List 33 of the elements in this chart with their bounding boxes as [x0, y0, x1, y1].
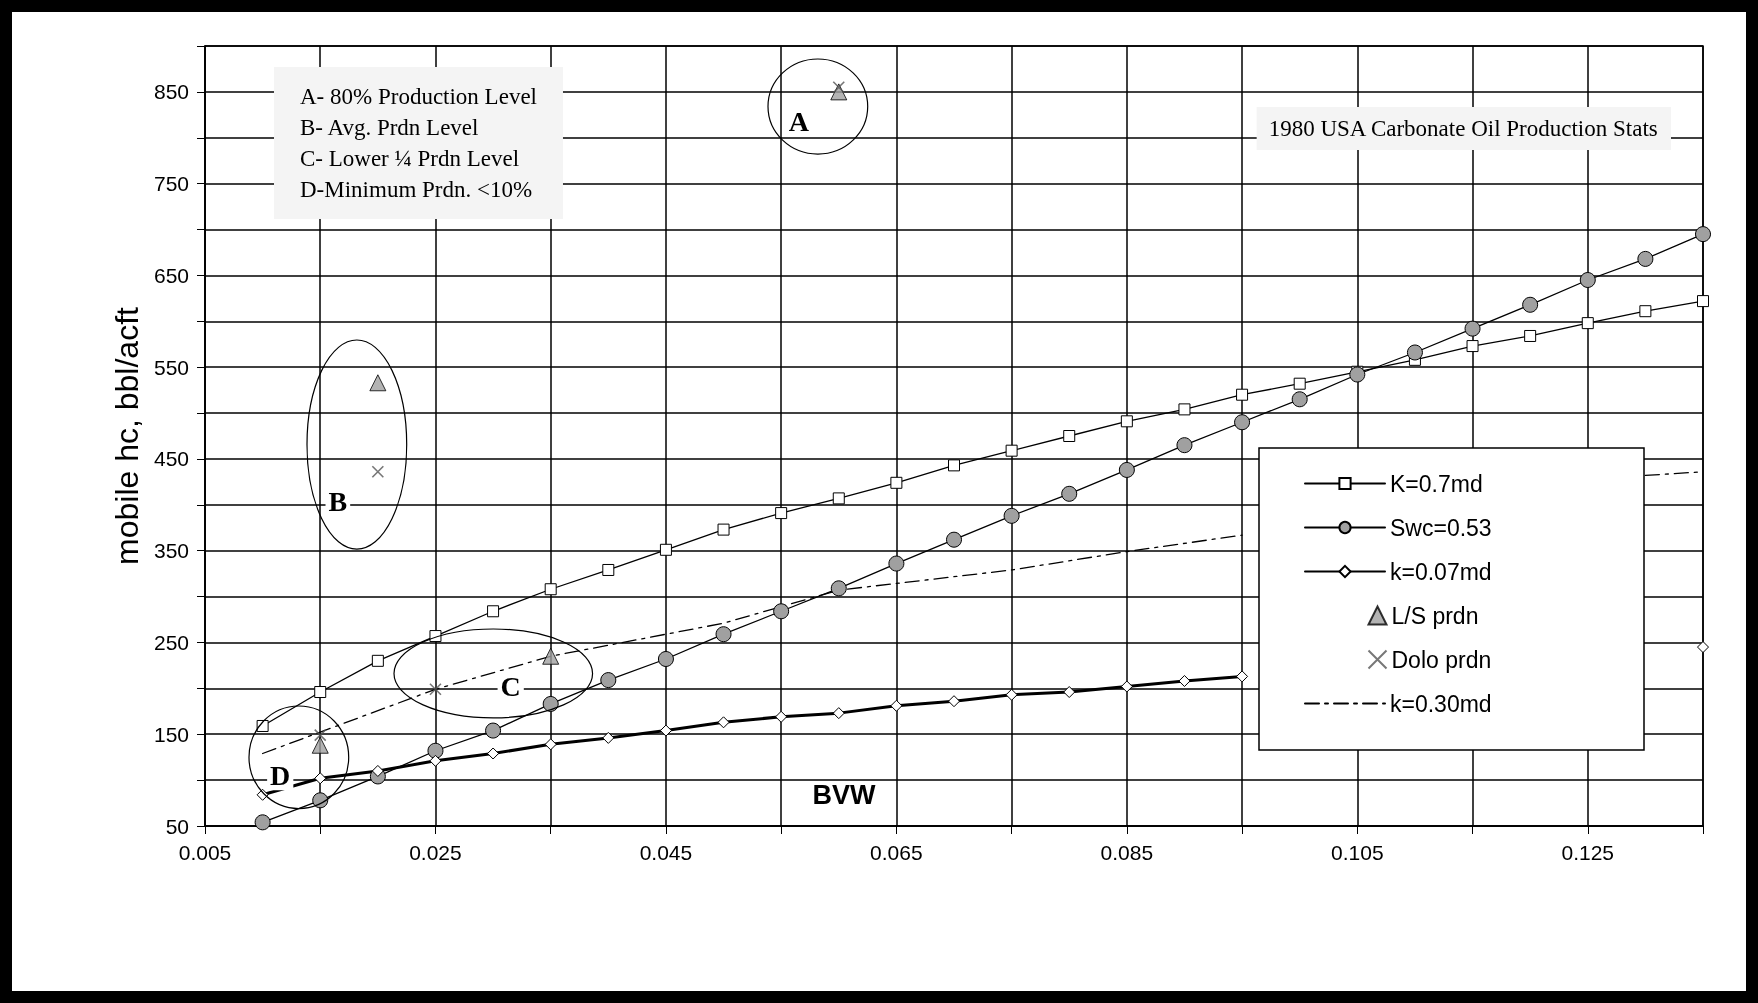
- y-tick-label: 50: [165, 814, 189, 838]
- y-tick-label: 150: [153, 722, 189, 746]
- x-tick-label: 0.085: [1100, 841, 1154, 864]
- y-tick-label: 650: [153, 263, 189, 287]
- x-tick-label: 0.105: [1331, 841, 1384, 864]
- x-tick-label: 0.025: [409, 841, 462, 864]
- annotation: C- Lower ¼ Prdn Level: [300, 146, 520, 171]
- y-tick-label: 250: [153, 630, 189, 654]
- y-tick-label: 350: [153, 539, 189, 563]
- y-tick-label: 550: [153, 355, 189, 379]
- annotation: D: [270, 759, 291, 791]
- x-tick-label: 0.045: [639, 841, 693, 864]
- x-tick-label: 0.005: [178, 841, 232, 864]
- legend-label: L/S prdn: [1391, 602, 1479, 629]
- text: 1980 USA Carbonate Oil Production Stats: [1268, 116, 1658, 141]
- y-tick-label: 750: [153, 172, 189, 196]
- legend-label: k=0.30md: [1390, 690, 1492, 717]
- legend-label: Swc=0.53: [1390, 514, 1492, 541]
- legend-label: K=0.7md: [1390, 470, 1483, 497]
- y-tick-label: 850: [153, 80, 189, 104]
- annotation: D-Minimum Prdn. <10%: [300, 177, 533, 202]
- annotation: C: [500, 670, 521, 702]
- legend-label: k=0.07md: [1390, 558, 1492, 585]
- x-tick-label: 0.125: [1561, 841, 1615, 864]
- annotation: B: [328, 486, 348, 518]
- x-tick-label: 0.065: [870, 841, 923, 864]
- annotation: B- Avg. Prdn Level: [300, 115, 479, 140]
- y-tick-label: 450: [153, 447, 189, 471]
- annotation: A: [788, 106, 810, 138]
- legend-label: Dolo prdn: [1391, 646, 1492, 673]
- y-axis-title: mobile hc, bbl/acft: [109, 306, 146, 565]
- x-axis-title: BVW: [812, 779, 877, 810]
- annotation: A- 80% Production Level: [300, 84, 537, 109]
